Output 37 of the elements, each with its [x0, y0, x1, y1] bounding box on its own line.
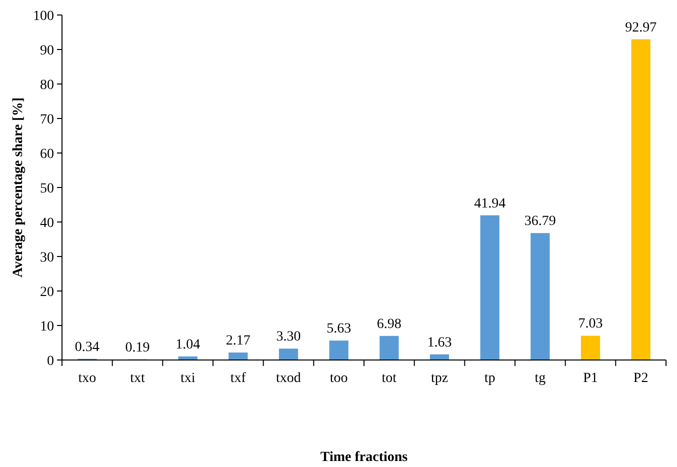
x-tick-label: txi	[180, 371, 196, 386]
x-tick-label: tp	[484, 371, 496, 386]
y-tick-label: 0	[47, 354, 54, 369]
y-tick-label: 100	[33, 8, 54, 24]
x-tick-label: P1	[583, 371, 598, 386]
data-label: 0.19	[125, 340, 150, 356]
data-label: 2.17	[226, 334, 250, 349]
data-label: 1.63	[427, 335, 452, 350]
y-tick-label: 40	[40, 216, 54, 231]
x-tick-label: too	[330, 371, 348, 386]
y-tick-label: 20	[40, 284, 54, 300]
x-tick-label: tot	[382, 371, 397, 386]
y-tick-label: 10	[40, 319, 54, 334]
x-tick-label: P2	[633, 371, 648, 386]
data-label: 5.63	[326, 322, 352, 337]
x-tick-label: txo	[78, 371, 96, 386]
data-label: 92.97	[625, 20, 657, 36]
y-axis-title: Average percentage share [%]	[11, 98, 26, 278]
data-label: 0.34	[74, 340, 100, 355]
y-tick-label: 30	[40, 250, 54, 266]
x-tick-label: txod	[276, 371, 301, 386]
data-label: 41.94	[474, 196, 506, 212]
x-tick-label: tg	[534, 371, 546, 386]
data-label: 1.04	[176, 337, 200, 352]
x-axis-title: Time fractions	[320, 450, 408, 465]
data-label: 36.79	[524, 214, 556, 230]
x-tick-label: txt	[130, 371, 145, 386]
data-label: 7.03	[578, 316, 603, 332]
x-tick-label: txf	[230, 371, 246, 386]
data-label: 3.30	[276, 330, 301, 345]
data-label: 6.98	[376, 316, 402, 332]
y-tick-label: 70	[40, 112, 54, 128]
y-tick-label: 60	[40, 146, 54, 162]
y-tick-label: 90	[40, 43, 54, 58]
y-tick-label: 50	[40, 181, 54, 196]
y-tick-label: 80	[40, 78, 54, 93]
x-tick-label: tpz	[430, 371, 448, 386]
